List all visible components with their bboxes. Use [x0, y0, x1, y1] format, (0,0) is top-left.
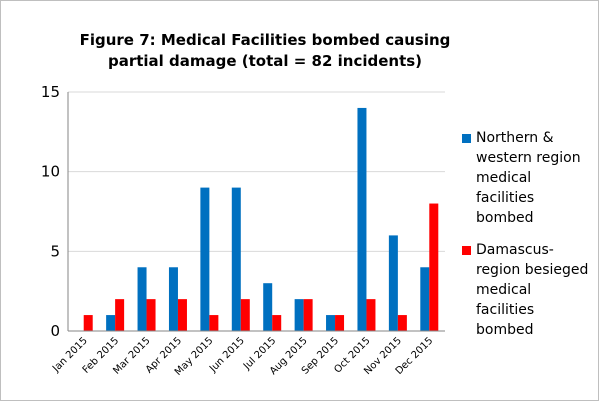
bar — [272, 315, 282, 331]
bar — [83, 315, 93, 331]
bar — [137, 267, 147, 331]
bar — [115, 299, 125, 331]
bar — [429, 203, 439, 331]
bar — [146, 299, 156, 331]
y-tick-label: 10 — [41, 163, 60, 181]
legend-item: Northern & western region medical facili… — [462, 128, 592, 228]
legend-swatch — [462, 246, 471, 255]
bar — [240, 299, 250, 331]
y-tick-label: 5 — [50, 242, 60, 260]
legend-label: Northern & western region medical facili… — [476, 130, 581, 226]
bar — [335, 315, 345, 331]
bar — [263, 283, 273, 331]
bar — [303, 299, 313, 331]
y-tick-label: 15 — [41, 83, 60, 101]
y-tick-label: 0 — [50, 322, 60, 340]
bar — [357, 107, 367, 331]
bar — [209, 315, 219, 331]
legend-item: Damascus-region besieged medical facilit… — [462, 240, 592, 340]
bar — [420, 267, 430, 331]
bar — [397, 315, 407, 331]
bar — [168, 267, 178, 331]
legend-label: Damascus-region besieged medical facilit… — [476, 242, 589, 338]
legend: Northern & western region medical facili… — [462, 128, 592, 352]
bar — [200, 187, 210, 331]
legend-swatch — [462, 134, 471, 143]
bar — [366, 299, 376, 331]
bar — [388, 235, 398, 331]
bar — [231, 187, 241, 331]
chart-title: Figure 7: Medical Facilities bombed caus… — [79, 31, 451, 70]
bar — [106, 315, 116, 331]
bar — [326, 315, 336, 331]
bar — [294, 299, 304, 331]
bar — [177, 299, 187, 331]
